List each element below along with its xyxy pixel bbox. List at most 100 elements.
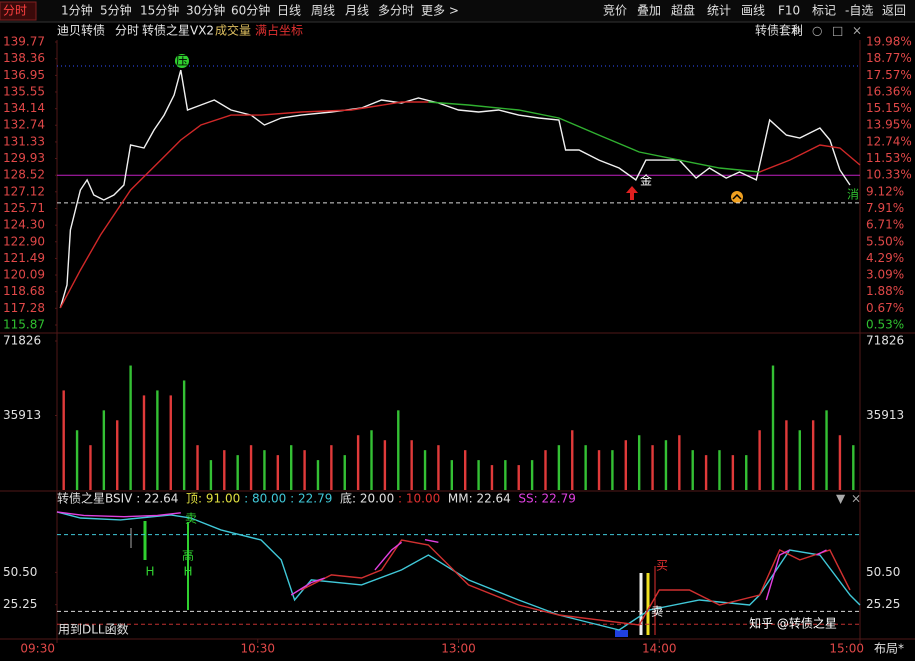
y-pct-label: 7.91% xyxy=(866,201,904,215)
toolbar-button[interactable]: 画线 xyxy=(741,4,765,18)
toolbar-button[interactable]: 统计 xyxy=(707,4,731,18)
y-tick-label: 122.90 xyxy=(3,234,45,248)
volume-bar xyxy=(691,450,694,490)
volume-bar xyxy=(89,445,92,490)
close-icon[interactable]: × xyxy=(852,24,862,38)
volume-bar xyxy=(571,430,574,490)
volume-bar xyxy=(624,440,627,490)
volume-bar xyxy=(557,445,561,490)
buy-arrow xyxy=(626,186,638,200)
toolbar-button[interactable]: 返回 xyxy=(882,4,906,18)
signal-icon xyxy=(731,191,743,203)
toolbar-tab[interactable]: 30分钟 xyxy=(186,3,225,18)
volume-bar xyxy=(75,430,79,490)
settings-icon[interactable]: ⚙ xyxy=(791,24,802,38)
header-item: 分时 xyxy=(115,24,139,38)
volume-bar xyxy=(330,445,333,490)
indicator-header: : xyxy=(286,492,298,506)
toolbar-tab[interactable]: 60分钟 xyxy=(231,3,270,18)
volume-bar xyxy=(758,430,761,490)
toolbar-tab[interactable]: 分时 xyxy=(3,4,27,18)
indicator-header: MM: xyxy=(440,492,476,506)
y-pct-label: 6.71% xyxy=(866,218,904,232)
toolbar-tab[interactable]: 15分钟 xyxy=(140,3,179,18)
volume-bar xyxy=(290,445,293,490)
y-tick-label: 138.36 xyxy=(3,51,45,65)
y-tick-label: 50.50 xyxy=(3,565,37,579)
volume-bar xyxy=(142,395,146,490)
toolbar-tab[interactable]: 5分钟 xyxy=(100,3,132,18)
toolbar-button[interactable]: 超盘 xyxy=(671,3,695,18)
y-tick-label-right: 50.50 xyxy=(866,565,900,579)
volume-bar xyxy=(397,410,400,490)
volume-bar xyxy=(169,395,172,490)
y-tick-label-right: 71826 xyxy=(866,334,904,348)
y-pct-label: 4.29% xyxy=(866,251,904,265)
volume-bar xyxy=(102,410,106,490)
indicator-header: 顶: xyxy=(178,492,206,506)
annotation: H xyxy=(145,565,154,579)
series-line xyxy=(59,101,861,309)
y-pct-label: 13.95% xyxy=(866,118,912,132)
volume-bar xyxy=(383,440,387,490)
toolbar-button[interactable]: 叠加 xyxy=(637,4,661,18)
volume-bar xyxy=(356,435,360,490)
toolbar-button[interactable]: F10 xyxy=(778,4,800,18)
x-tick-label: 15:00 xyxy=(829,642,864,656)
volume-bar xyxy=(825,410,828,490)
header-item: 成交量 xyxy=(215,23,251,38)
y-tick-label: 25.25 xyxy=(3,597,37,611)
volume-bar xyxy=(530,460,534,490)
volume-bar xyxy=(236,455,239,490)
y-tick-label: 139.77 xyxy=(3,35,45,49)
y-tick-label: 132.74 xyxy=(3,118,45,132)
volume-bar xyxy=(249,445,253,490)
toolbar-tab[interactable]: 更多 > xyxy=(421,4,459,18)
annotation: 高 xyxy=(182,548,194,563)
y-pct-label: 0.53% xyxy=(866,318,904,332)
restore-icon[interactable]: □ xyxy=(832,24,843,38)
toolbar-tab[interactable]: 日线 xyxy=(277,4,301,18)
volume-bar xyxy=(544,450,547,490)
indicator-header: 80.00 xyxy=(252,492,286,506)
watermark: 知乎 @转债之星 xyxy=(749,616,837,631)
volume-bar xyxy=(785,420,788,490)
y-tick-label: 117.28 xyxy=(3,301,45,315)
indicator-header: 10.00 xyxy=(406,492,440,506)
toolbar-button[interactable]: 标记 xyxy=(812,4,836,18)
series-line xyxy=(56,511,861,631)
indicator-header: 转债之星BSIV : xyxy=(57,491,144,506)
y-tick-label: 136.95 xyxy=(3,68,45,82)
series-line xyxy=(428,101,760,173)
volume-bar xyxy=(463,450,467,490)
close-icon[interactable]: × xyxy=(851,492,861,506)
toolbar-button[interactable]: -自选 xyxy=(845,4,873,18)
annotation: 金 xyxy=(640,173,652,188)
toolbar-tab[interactable]: 多分时 xyxy=(378,4,414,18)
y-pct-label: 3.09% xyxy=(866,268,904,282)
toolbar-tab[interactable]: 月线 xyxy=(345,4,369,18)
toolbar-tab[interactable]: 1分钟 xyxy=(61,3,93,18)
signal-icon-mark xyxy=(732,193,742,200)
indicator-header: 22.79 xyxy=(298,492,332,506)
x-tick-label: 13:00 xyxy=(441,642,476,656)
volume-bar xyxy=(223,450,226,490)
arbitrage-button[interactable]: 转债套利 xyxy=(755,23,803,38)
x-tick-label: 14:00 xyxy=(642,642,677,656)
y-pct-label: 19.98% xyxy=(866,35,912,49)
volume-bar xyxy=(62,390,65,490)
layout-button[interactable]: 布局* xyxy=(874,642,904,656)
toolbar-tab[interactable]: 周线 xyxy=(311,4,335,18)
volume-bar xyxy=(637,435,641,490)
volume-bar xyxy=(276,455,280,490)
minimize-icon[interactable]: ○ xyxy=(812,24,822,38)
dropdown-icon[interactable]: ▼ xyxy=(836,492,846,506)
volume-bar xyxy=(129,365,132,490)
volume-bar xyxy=(811,420,815,490)
y-pct-label: 16.36% xyxy=(866,84,912,98)
annotation: 压 xyxy=(176,54,188,68)
toolbar-button[interactable]: 竞价 xyxy=(603,4,627,18)
y-tick-label: 71826 xyxy=(3,334,41,348)
volume-bar xyxy=(798,430,801,490)
